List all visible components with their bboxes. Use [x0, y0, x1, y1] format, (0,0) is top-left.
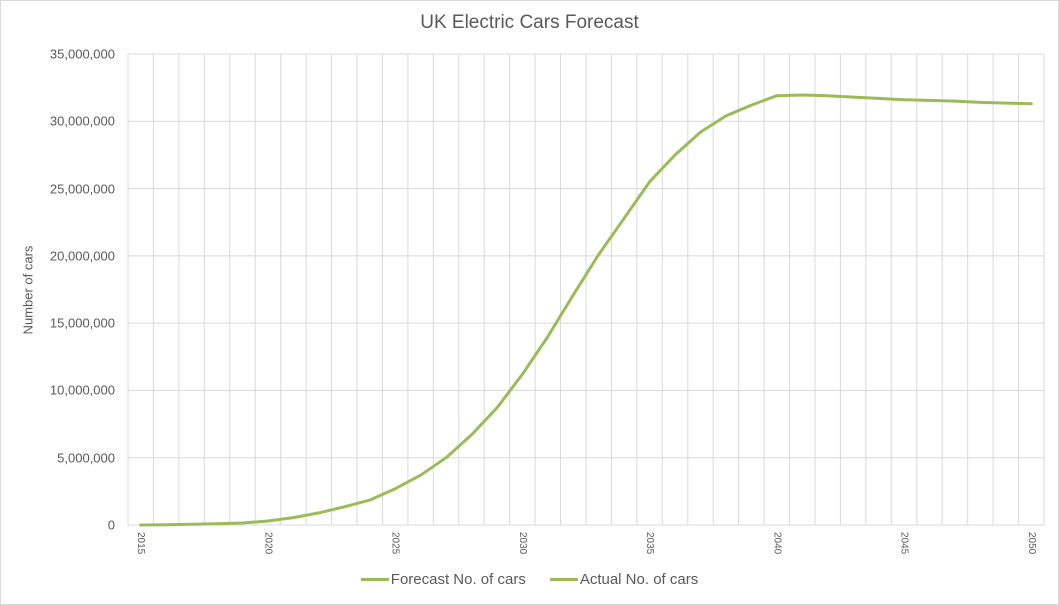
chart-title: UK Electric Cars Forecast	[420, 12, 639, 33]
legend: Forecast No. of cars Actual No. of cars	[0, 571, 1059, 588]
x-tick-label: 2030	[516, 532, 528, 555]
y-tick-label: 10,000,000	[49, 382, 115, 398]
series-lines	[139, 93, 1033, 527]
x-tick-label: 2045	[898, 532, 910, 555]
y-tick-label: 30,000,000	[49, 113, 115, 129]
y-tick-label: 20,000,000	[49, 248, 115, 264]
y-tick-label: 5,000,000	[57, 450, 115, 466]
x-tick-label: 2015	[135, 532, 147, 555]
legend-item-forecast[interactable]: Forecast No. of cars	[360, 571, 526, 588]
series-line	[139, 93, 1033, 527]
y-tick-label: 25,000,000	[49, 181, 115, 197]
legend-item-actual[interactable]: Actual No. of cars	[549, 571, 699, 588]
legend-label: Actual No. of cars	[579, 571, 699, 588]
y-tick-label: 35,000,000	[49, 46, 115, 62]
legend-line-icon	[360, 578, 389, 581]
y-tick-label: 0	[107, 517, 115, 533]
x-tick-label: 2035	[644, 532, 656, 555]
x-tick-label: 2040	[771, 532, 783, 555]
x-tick-label: 2050	[1025, 532, 1037, 555]
x-tick-label: 2020	[262, 532, 274, 555]
legend-line-icon	[549, 578, 578, 581]
gridlines	[127, 53, 1045, 526]
legend-label: Forecast No. of cars	[390, 571, 526, 588]
x-tick-label: 2025	[389, 532, 401, 555]
y-tick-label: 15,000,000	[49, 315, 115, 331]
